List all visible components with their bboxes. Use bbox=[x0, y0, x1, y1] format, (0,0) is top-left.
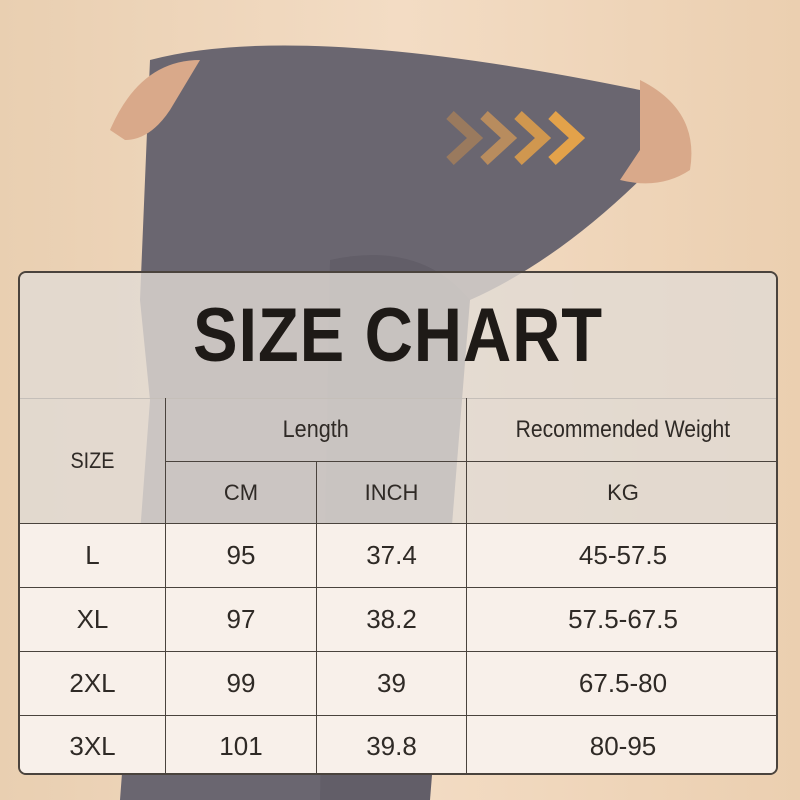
cell-size: XL bbox=[20, 588, 166, 652]
header-length: Length bbox=[166, 398, 467, 462]
arrows-icon bbox=[446, 110, 586, 166]
left-hand bbox=[110, 60, 200, 140]
cell-inch: 38.2 bbox=[317, 588, 467, 652]
chart-title: SIZE CHART bbox=[20, 273, 776, 399]
cell-kg: 57.5-67.5 bbox=[467, 588, 776, 652]
cell-inch: 39 bbox=[317, 652, 467, 716]
cell-cm: 97 bbox=[166, 588, 317, 652]
cell-size: L bbox=[20, 524, 166, 588]
right-hand bbox=[620, 80, 692, 184]
cell-inch: 39.8 bbox=[317, 716, 467, 773]
header-recommended-weight: Recommended Weight bbox=[467, 398, 776, 462]
cell-inch: 37.4 bbox=[317, 524, 467, 588]
cell-cm: 99 bbox=[166, 652, 317, 716]
size-chart-table: SIZE CHART SIZE Length Recommended Weigh… bbox=[18, 271, 778, 775]
cell-size: 3XL bbox=[20, 716, 166, 773]
cell-size: 2XL bbox=[20, 652, 166, 716]
header-size: SIZE bbox=[20, 398, 166, 524]
cell-kg: 80-95 bbox=[467, 716, 776, 773]
cell-kg: 67.5-80 bbox=[467, 652, 776, 716]
cell-kg: 45-57.5 bbox=[467, 524, 776, 588]
header-cm: CM bbox=[166, 462, 317, 524]
cell-cm: 101 bbox=[166, 716, 317, 773]
cell-cm: 95 bbox=[166, 524, 317, 588]
header-kg: KG bbox=[467, 462, 776, 524]
header-inch: INCH bbox=[317, 462, 467, 524]
